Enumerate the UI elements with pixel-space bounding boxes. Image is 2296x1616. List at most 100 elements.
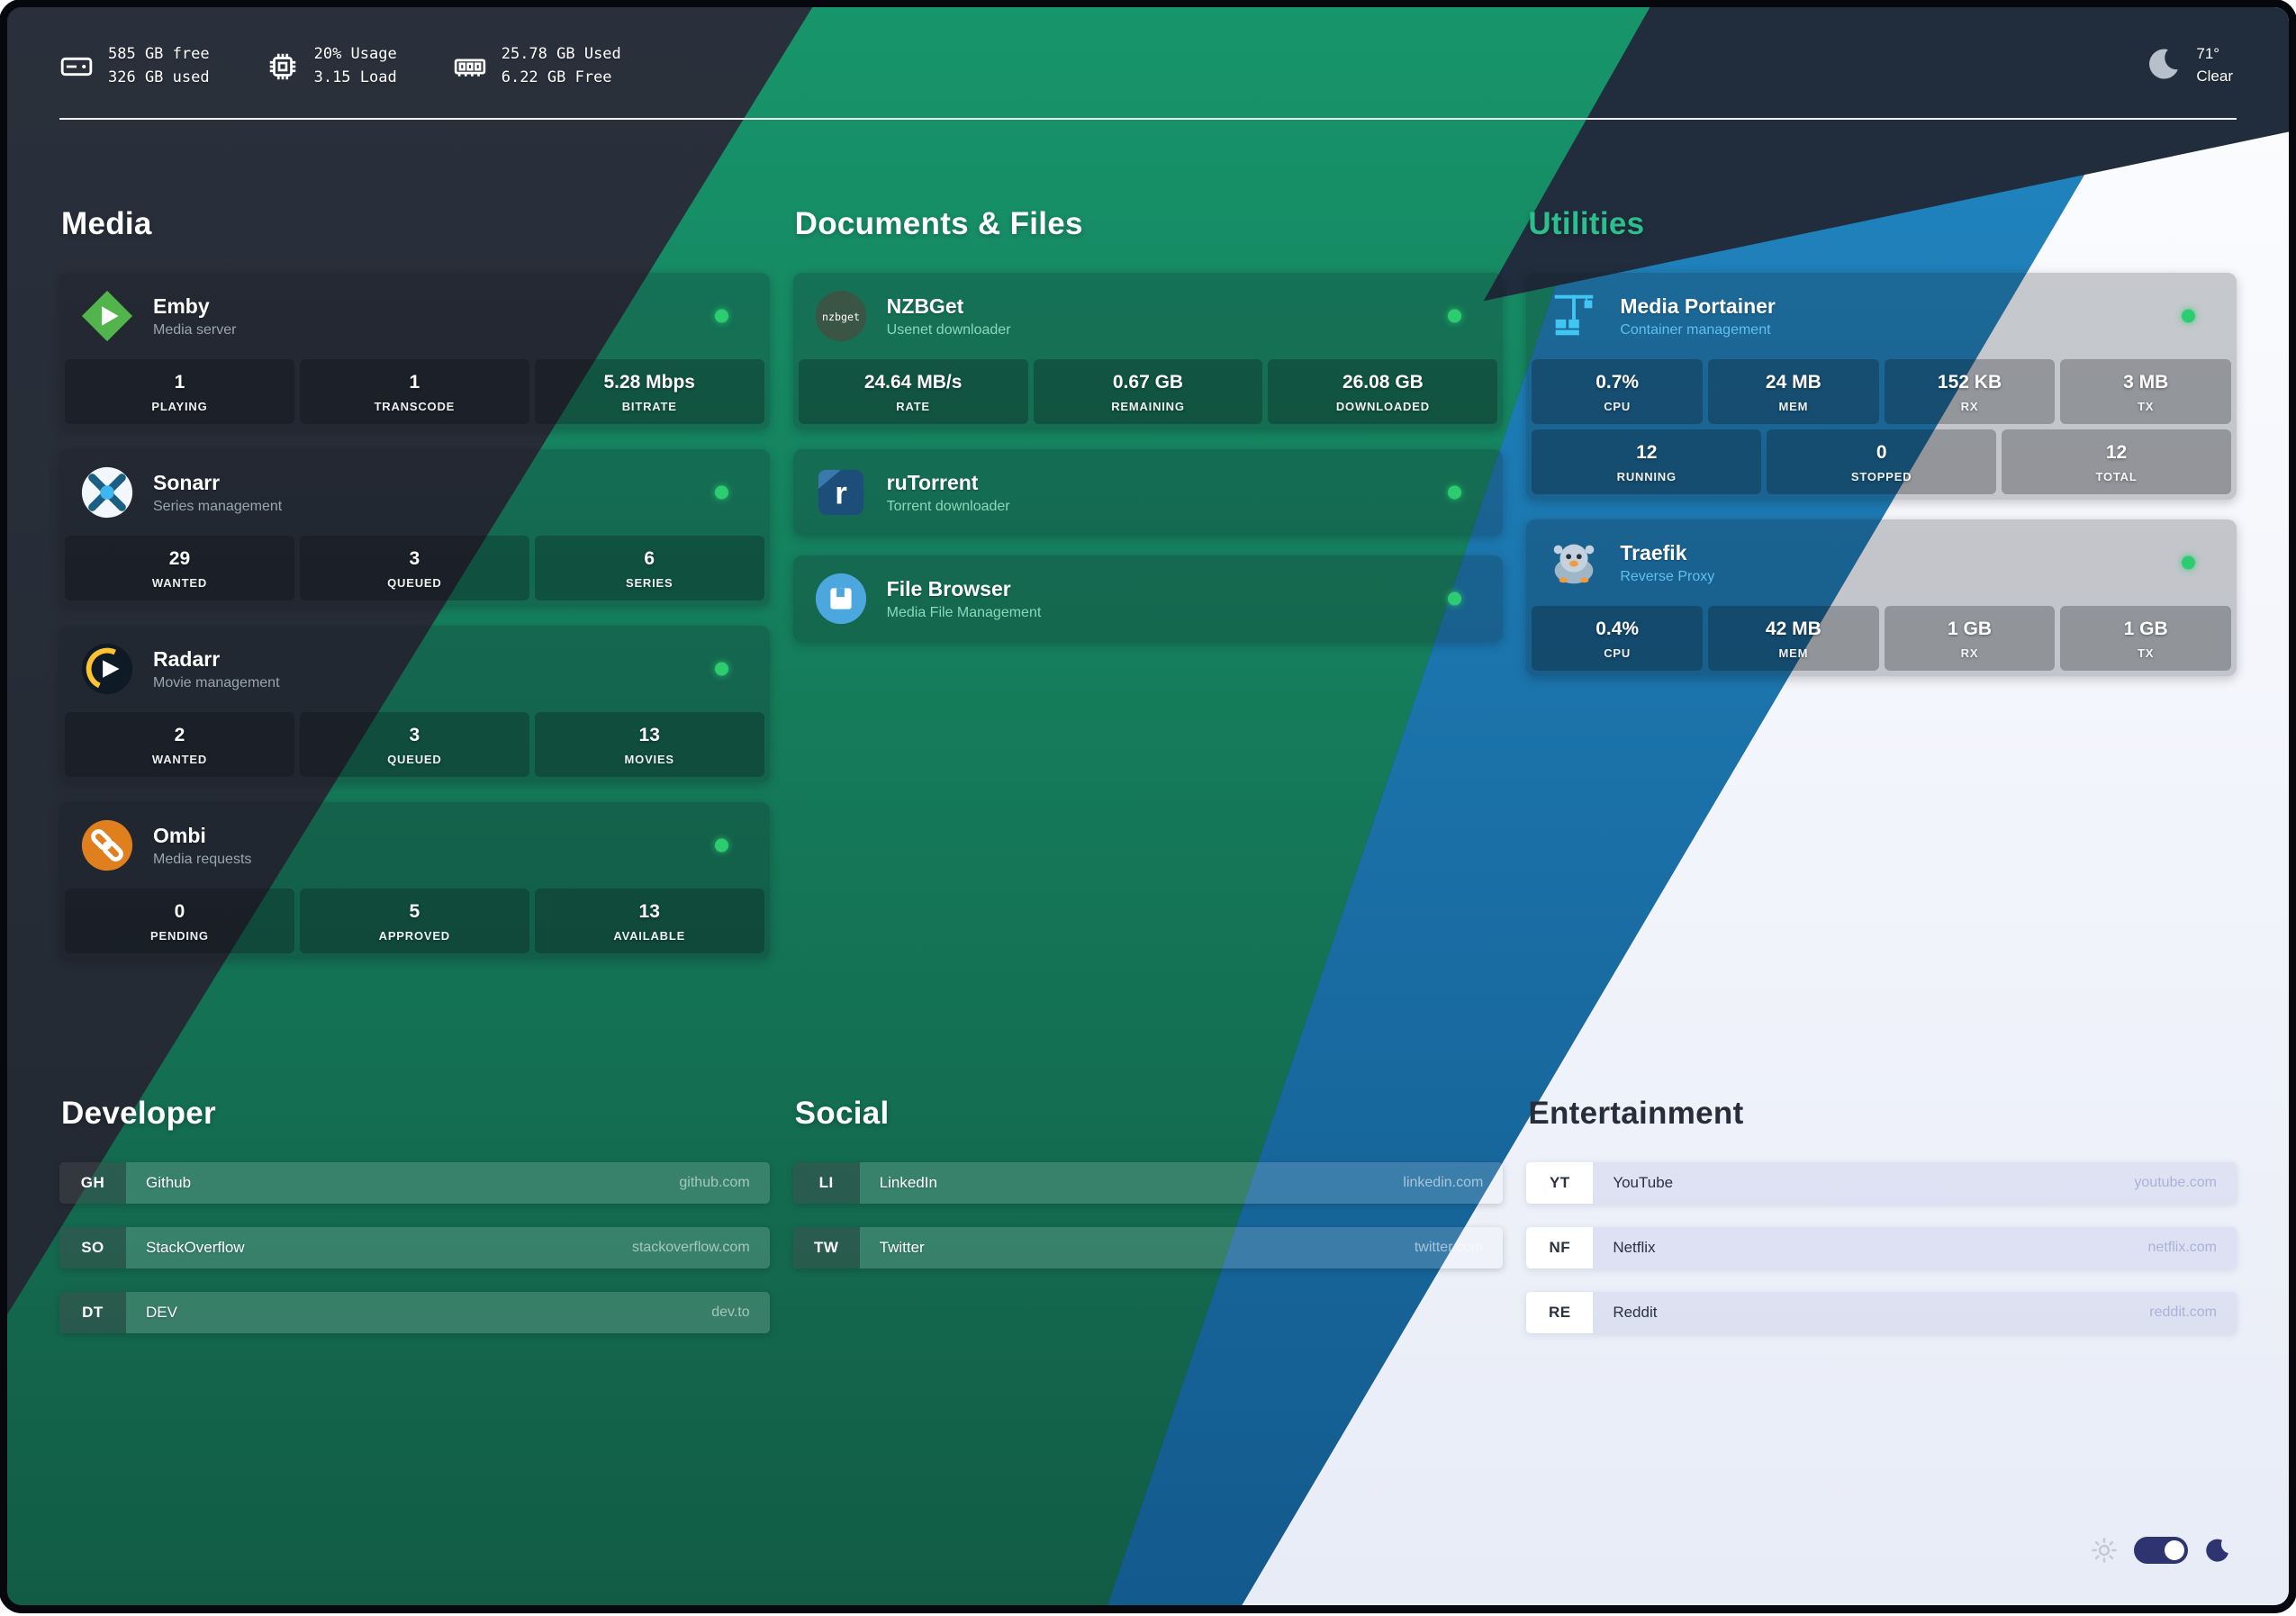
moon-icon-dark-mode[interactable] (2204, 1537, 2231, 1564)
app-name: Emby (153, 293, 210, 318)
app-subtitle: Usenet downloader (886, 321, 1011, 338)
bookmark-name: Reddit (1613, 1304, 1658, 1321)
app-card-filebrowser[interactable]: File Browser Media File Management (792, 555, 1504, 642)
section-utilities: Utilities (1526, 206, 2237, 979)
cpu-icon (266, 50, 300, 84)
bookmark-name: Twitter (879, 1239, 925, 1256)
section-social: Social LI LinkedIn linkedin.com TW Twitt… (792, 1096, 1504, 1357)
app-subtitle: Media requests (153, 851, 252, 867)
bookmark-youtube[interactable]: YT YouTube youtube.com (1526, 1162, 2237, 1204)
status-dot (714, 838, 728, 853)
app-name: NZBGet (886, 293, 964, 318)
bookmark-name: StackOverflow (146, 1239, 245, 1256)
bookmark-reddit[interactable]: RE Reddit reddit.com (1526, 1292, 2237, 1333)
stat-stopped: 0 STOPPED (1767, 429, 1997, 494)
disk-free: 585 GB free (108, 45, 210, 63)
stat-playing: 1 PLAYING (65, 359, 294, 424)
bookmark-abbr: NF (1526, 1227, 1594, 1268)
bookmark-github[interactable]: GH Github github.com (59, 1162, 770, 1204)
disk-icon (59, 50, 94, 84)
system-topbar: 585 GB free 326 GB used 20% Usage (7, 7, 2289, 89)
app-card-radarr[interactable]: Radarr Movie management 2 WANTED 3 QUEUE… (59, 626, 770, 782)
topbar-divider (59, 118, 2237, 120)
bookmark-dev[interactable]: DT DEV dev.to (59, 1292, 770, 1333)
disk-stat: 585 GB free 326 GB used (59, 43, 210, 89)
bookmark-linkedin[interactable]: LI LinkedIn linkedin.com (792, 1162, 1504, 1204)
sun-icon[interactable] (2091, 1537, 2118, 1564)
stat-rx: 1 GB RX (1884, 606, 2056, 671)
emby-icon (79, 288, 135, 344)
app-card-nzbget[interactable]: nzbget NZBGet Usenet downloader 24.64 MB… (792, 273, 1504, 429)
app-card-ombi[interactable]: Ombi Media requests 0 PENDING 5 APPROVED (59, 802, 770, 959)
bookmark-abbr: TW (792, 1227, 860, 1268)
app-subtitle: Container management (1620, 321, 1771, 338)
bookmark-domain: linkedin.com (1403, 1175, 1484, 1190)
moon-weather-icon (2142, 46, 2182, 86)
bookmark-name: LinkedIn (879, 1174, 937, 1191)
section-title-documents: Documents & Files (794, 206, 1083, 241)
memory-free: 6.22 GB Free (501, 68, 612, 86)
status-dot (714, 485, 728, 500)
svg-text:nzbget: nzbget (822, 311, 860, 323)
stat-rate: 24.64 MB/s RATE (798, 359, 1028, 424)
traefik-icon (1546, 535, 1602, 591)
cpu-load: 3.15 Load (313, 68, 397, 86)
stat-approved: 5 APPROVED (299, 889, 529, 953)
section-title-utilities: Utilities (1528, 206, 1645, 241)
bookmark-domain: twitter.com (1414, 1240, 1484, 1255)
stat-mem: 24 MB MEM (1708, 359, 1879, 424)
bookmark-abbr: LI (792, 1162, 860, 1204)
app-name: ruTorrent (886, 470, 979, 494)
app-card-emby[interactable]: Emby Media server 1 PLAYING 1 TRANSCODE (59, 273, 770, 429)
app-card-traefik[interactable]: Traefik Reverse Proxy 0.4% CPU 42 MB MEM (1526, 519, 2237, 676)
stat-transcode: 1 TRANSCODE (299, 359, 529, 424)
bookmark-name: Github (146, 1174, 192, 1191)
background-art (7, 7, 2289, 1605)
section-title-media: Media (61, 206, 152, 241)
theme-switch-knob (2165, 1540, 2184, 1560)
bookmark-netflix[interactable]: NF Netflix netflix.com (1526, 1227, 2237, 1268)
memory-stat: 25.78 GB Used 6.22 GB Free (453, 43, 621, 89)
app-name: Sonarr (153, 470, 221, 494)
section-developer: Developer GH Github github.com SO StackO… (59, 1096, 770, 1357)
theme-switch[interactable] (2134, 1537, 2188, 1564)
app-subtitle: Media File Management (886, 604, 1042, 620)
stat-downloaded: 26.08 GB DOWNLOADED (1268, 359, 1498, 424)
bookmark-abbr: DT (59, 1292, 126, 1333)
bookmark-abbr: RE (1526, 1292, 1594, 1333)
cpu-stat: 20% Usage 3.15 Load (266, 43, 397, 89)
radarr-icon (79, 641, 135, 697)
app-subtitle: Movie management (153, 674, 280, 691)
weather-condition: Clear (2196, 67, 2233, 85)
bookmark-twitter[interactable]: TW Twitter twitter.com (792, 1227, 1504, 1268)
bookmark-abbr: YT (1526, 1162, 1594, 1204)
app-card-sonarr[interactable]: Sonarr Series management 29 WANTED 3 QUE… (59, 449, 770, 606)
stat-available: 13 AVAILABLE (534, 889, 764, 953)
stat-queued: 3 QUEUED (299, 536, 529, 600)
stat-tx: 1 GB TX (2060, 606, 2232, 671)
app-card-rutorrent[interactable]: r ruTorrent Torrent downloader (792, 449, 1504, 536)
app-name: File Browser (886, 576, 1011, 600)
app-name: Ombi (153, 823, 206, 847)
bookmark-domain: stackoverflow.com (631, 1240, 750, 1255)
stat-movies: 13 MOVIES (534, 712, 764, 777)
status-dot (1448, 485, 1462, 500)
stat-rx: 152 KB RX (1884, 359, 2056, 424)
memory-used: 25.78 GB Used (501, 45, 621, 63)
bookmark-domain: netflix.com (2147, 1240, 2217, 1255)
nzbget-icon: nzbget (813, 288, 869, 344)
memory-icon (453, 50, 487, 84)
filebrowser-icon (813, 571, 869, 627)
section-media: Media Emby Media server (59, 206, 770, 979)
bookmark-abbr: GH (59, 1162, 126, 1204)
bookmark-name: Netflix (1613, 1239, 1656, 1256)
stat-cpu: 0.4% CPU (1532, 606, 1703, 671)
app-card-portainer[interactable]: Media Portainer Container management 0.7… (1526, 273, 2237, 500)
bookmark-sections: Developer GH Github github.com SO StackO… (7, 1096, 2289, 1357)
disk-used: 326 GB used (108, 68, 210, 86)
bookmark-stackoverflow[interactable]: SO StackOverflow stackoverflow.com (59, 1227, 770, 1268)
section-title-social: Social (794, 1096, 890, 1131)
status-dot (2182, 309, 2195, 323)
status-dot (1448, 591, 1462, 606)
rutorrent-icon: r (813, 465, 869, 520)
